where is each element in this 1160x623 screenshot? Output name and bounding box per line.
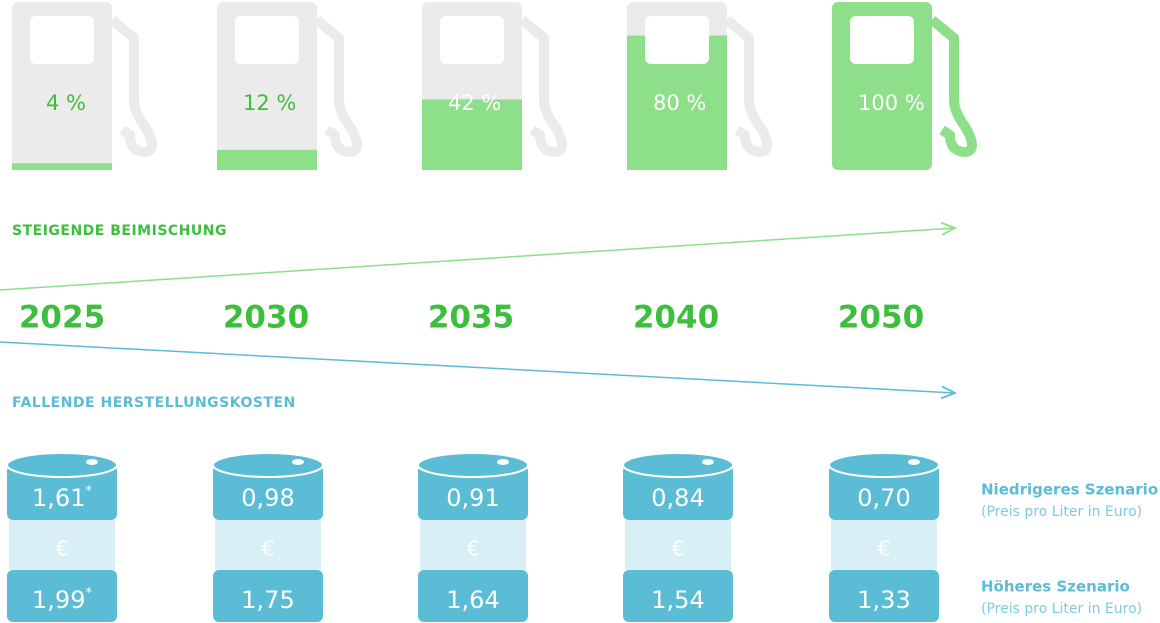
year: 2030: [223, 300, 309, 336]
barrel-low-value: 0,98: [241, 484, 294, 512]
pump-hose: [313, 16, 362, 157]
pump-window: [850, 16, 914, 64]
barrel-low-value: 0,84: [651, 484, 704, 512]
barrel-high: 1,33: [857, 586, 910, 614]
pump-hose: [518, 16, 567, 157]
barrel-top: [623, 465, 733, 520]
barrel-high: 1,99*: [32, 586, 92, 615]
pump-label: 100 %: [858, 91, 925, 115]
pump-hose: [108, 16, 157, 157]
barrel-low-value: 0,70: [857, 484, 910, 512]
pump-fill: [422, 99, 522, 170]
barrel-cap: [497, 459, 509, 465]
pump-label: 42 %: [448, 91, 501, 115]
pump-fill: [217, 149, 317, 170]
barrel-low: 0,70: [857, 484, 910, 512]
pump-label: 12 %: [243, 91, 296, 115]
barrel-high-value: 1,99: [32, 586, 85, 614]
pump-hose: [723, 16, 772, 157]
year: 2040: [633, 300, 719, 336]
cost-heading: FALLENDE HERSTELLUNGSKOSTEN: [12, 395, 296, 411]
barrel-bottom: [7, 570, 117, 622]
barrel-low: 0,84: [651, 484, 704, 512]
pump-window: [645, 16, 709, 64]
barrel-mid: [420, 520, 526, 570]
year: 2050: [838, 300, 924, 336]
barrel-lid: [417, 452, 529, 478]
barrel-bottom: [213, 570, 323, 622]
barrel-mid: [831, 520, 937, 570]
falling-arrow: [0, 341, 955, 393]
rising-arrow: [0, 228, 955, 291]
barrel-top: [418, 465, 528, 520]
barrel-low: 1,61*: [32, 484, 92, 513]
legend-title: Niedrigeres Szenario: [981, 481, 1158, 499]
barrel-cap: [86, 459, 98, 465]
barrel-low: 0,98: [241, 484, 294, 512]
barrel-high: 1,64: [446, 586, 499, 614]
currency: €: [262, 537, 275, 561]
barrel-lid: [828, 452, 940, 478]
barrel-lid: [6, 452, 118, 478]
barrel-cap: [702, 459, 714, 465]
barrel-low: 0,91: [446, 484, 499, 512]
legend-title: Höheres Szenario: [981, 578, 1130, 596]
barrel-top: [7, 465, 117, 520]
pump-window: [235, 16, 299, 64]
year: 2025: [19, 300, 105, 336]
pump-window: [30, 16, 94, 64]
barrel-mid: [215, 520, 321, 570]
legend-sub: (Preis pro Liter in Euro): [981, 601, 1142, 617]
barrel-high-value: 1,75: [241, 586, 294, 614]
pump-fill: [12, 163, 112, 170]
barrel-lid: [212, 452, 324, 478]
barrel-bottom: [623, 570, 733, 622]
barrel-low-value: 1,61: [32, 484, 85, 512]
barrel-high-value: 1,54: [651, 586, 704, 614]
currency: €: [467, 537, 480, 561]
barrel-low-value: 0,91: [446, 484, 499, 512]
barrel-high: 1,75: [241, 586, 294, 614]
barrel-cap: [908, 459, 920, 465]
barrel-top: [213, 465, 323, 520]
barrel-lid: [622, 452, 734, 478]
barrel-high-value: 1,64: [446, 586, 499, 614]
pump-window: [440, 16, 504, 64]
barrel-mid: [625, 520, 731, 570]
currency: €: [56, 537, 69, 561]
pump-label: 4 %: [46, 91, 86, 115]
blend-heading: STEIGENDE BEIMISCHUNG: [12, 223, 227, 239]
pump-label: 80 %: [653, 91, 706, 115]
pump-hose: [928, 16, 977, 157]
barrel-note: *: [85, 586, 92, 601]
currency: €: [878, 537, 891, 561]
barrel-bottom: [829, 570, 939, 622]
barrel-bottom: [418, 570, 528, 622]
currency: €: [672, 537, 685, 561]
legend-sub: (Preis pro Liter in Euro): [981, 504, 1142, 520]
barrel-high: 1,54: [651, 586, 704, 614]
year: 2035: [428, 300, 514, 336]
barrel-note: *: [85, 484, 92, 499]
barrel-top: [829, 465, 939, 520]
barrel-cap: [292, 459, 304, 465]
barrel-high-value: 1,33: [857, 586, 910, 614]
barrel-mid: [9, 520, 115, 570]
